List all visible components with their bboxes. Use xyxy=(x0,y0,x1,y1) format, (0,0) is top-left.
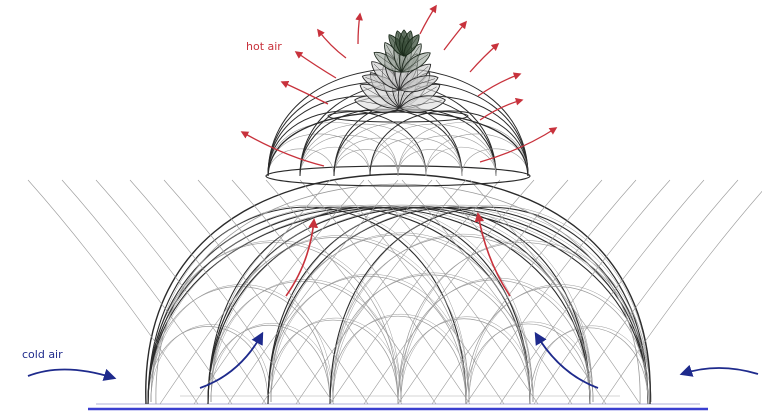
hot-air-arrow-icon xyxy=(294,51,337,79)
dome-arch-shadow xyxy=(150,204,594,403)
dome-arch xyxy=(397,279,591,405)
dome-arch-shadow xyxy=(210,204,534,403)
dome-arch-shadow xyxy=(210,235,470,403)
dome-rib xyxy=(435,179,607,405)
dome-rib xyxy=(401,179,573,405)
lotus-petal xyxy=(401,52,431,73)
tier-arch xyxy=(369,110,529,177)
hot-air-arrow-icon xyxy=(479,127,558,163)
dome-rib xyxy=(329,179,501,405)
dome-rib xyxy=(163,179,335,405)
lotus-crown xyxy=(354,29,446,113)
tier-arch xyxy=(267,122,399,177)
rising-air-arrow-icon xyxy=(474,212,511,297)
dome-rib xyxy=(61,179,233,405)
cold-air-arrow-icon xyxy=(679,364,759,377)
dome-lattice xyxy=(27,165,762,405)
hot-air-arrow-icon xyxy=(443,20,467,51)
lotus-petal xyxy=(399,75,439,93)
tier-arch xyxy=(333,149,399,177)
dome-rib xyxy=(95,179,267,405)
dome-rib xyxy=(367,179,539,405)
hot-air-arrow-icon xyxy=(479,97,524,121)
dome-arch xyxy=(397,242,649,405)
hot-air-label: hot air xyxy=(246,40,282,53)
dome-arch xyxy=(207,281,399,405)
tier-ring xyxy=(327,109,469,123)
dome-rib xyxy=(227,179,399,405)
tier-arch xyxy=(333,123,463,177)
tier-arch xyxy=(397,135,497,177)
hot-air-arrow-icon xyxy=(317,28,347,59)
dome-rib xyxy=(499,179,671,405)
dome-arch xyxy=(397,318,531,405)
hot-air-arrow-icon xyxy=(477,72,522,97)
dome-arch xyxy=(267,206,649,405)
dome-rib xyxy=(197,179,369,405)
dome-rib xyxy=(363,179,535,405)
tier-arch xyxy=(397,149,463,177)
dome-outline-inner xyxy=(155,183,641,405)
dome-arch xyxy=(465,286,649,405)
tier-arch xyxy=(299,123,427,177)
dome-arch xyxy=(207,237,467,405)
tier-arch xyxy=(397,122,529,177)
tier-arch xyxy=(267,110,427,177)
dome-rib xyxy=(465,179,637,405)
dome-arch-shadow xyxy=(150,204,470,403)
dome-rib xyxy=(533,179,705,405)
cold-air-label: cold air xyxy=(22,348,63,361)
dome-rib xyxy=(27,179,199,405)
hot-air-arrow-icon xyxy=(355,12,363,45)
cold-air-arrows xyxy=(27,331,759,389)
dome-arch xyxy=(207,206,531,405)
dome-rib xyxy=(431,179,603,405)
cold-air-arrow-icon xyxy=(534,331,599,389)
dome-ring xyxy=(265,165,531,187)
tier-arch xyxy=(369,123,497,177)
lotus-petal xyxy=(403,34,420,57)
tier-outline xyxy=(267,111,529,177)
dome-arch-shadow xyxy=(332,272,534,403)
dome-rib xyxy=(159,179,331,405)
dome-rib xyxy=(333,179,505,405)
dome-arch-shadow xyxy=(400,240,652,403)
dome-rib xyxy=(397,179,569,405)
dome-rib xyxy=(295,179,467,405)
dome-arch xyxy=(147,206,531,405)
dome-arch-shadow xyxy=(270,273,470,403)
dome-rib xyxy=(129,179,301,405)
hot-air-arrow-icon xyxy=(240,131,325,167)
dome-rib xyxy=(231,179,403,405)
hot-air-arrows xyxy=(240,4,558,167)
dome-rib xyxy=(265,179,437,405)
cold-air-arrow-icon xyxy=(27,368,117,381)
rising-air-arrows xyxy=(285,212,511,297)
dome-rib xyxy=(567,179,739,405)
hot-air-arrow-icon xyxy=(469,42,500,73)
tier-arch xyxy=(299,135,399,177)
rising-air-arrow-icon xyxy=(285,218,319,297)
dome-arch-shadow xyxy=(270,204,594,403)
dome-arch xyxy=(207,325,331,405)
dome-arch xyxy=(207,206,591,405)
dome-rib xyxy=(193,179,365,405)
dome-rib xyxy=(601,190,762,405)
hot-air-arrow-icon xyxy=(419,4,437,35)
dome-arch xyxy=(147,286,331,405)
hot-air-arrow-icon xyxy=(280,81,329,105)
lotus-petal xyxy=(399,95,446,113)
dome-arch xyxy=(147,206,467,405)
dome-rib xyxy=(469,179,641,405)
dome-arch xyxy=(529,327,649,405)
dome-rib xyxy=(299,179,471,405)
dome-rib xyxy=(261,179,433,405)
cold-air-arrow-icon xyxy=(199,331,264,389)
dome-arch xyxy=(465,323,591,405)
